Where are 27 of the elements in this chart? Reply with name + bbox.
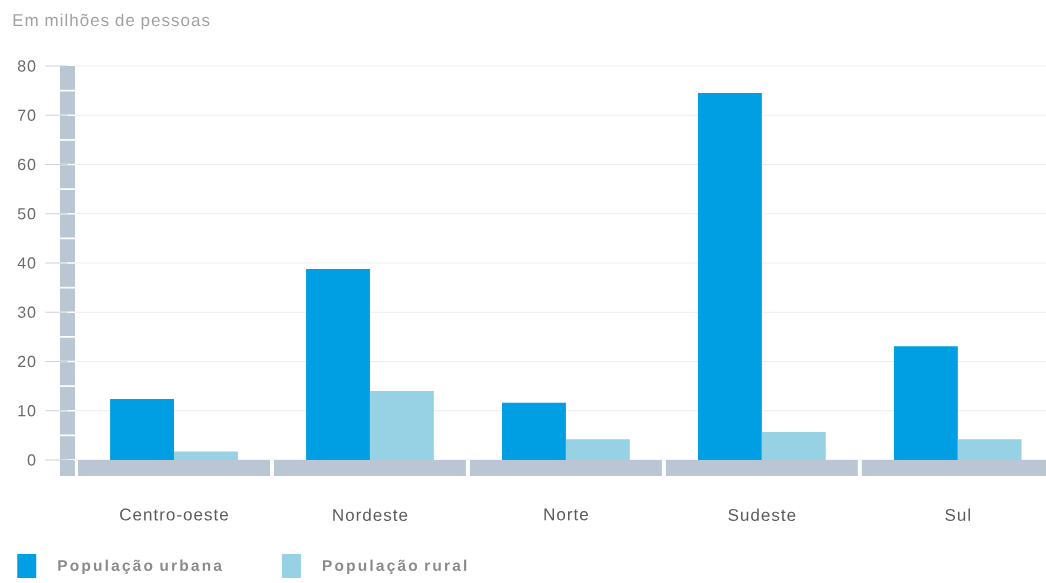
- y-tick-label: 30: [17, 306, 36, 318]
- bar: [957, 439, 1022, 460]
- y-tick-label: 80: [17, 60, 36, 72]
- y-tick-label: 70: [18, 109, 36, 121]
- y-axis-title: Em milhões de pessoas: [13, 13, 210, 30]
- y-tick-label: 60: [18, 158, 36, 171]
- y-tick-label: 40: [17, 257, 36, 269]
- bar: [173, 451, 238, 460]
- y-tick-label: 0: [27, 454, 36, 466]
- legend-label: População rural: [322, 559, 467, 575]
- y-tick-label: 50: [17, 208, 36, 220]
- legend-label: População urbana: [58, 559, 223, 575]
- bar: [110, 398, 174, 460]
- y-tick-label: 20: [18, 355, 36, 368]
- x-tick-label: Centro-oeste: [120, 508, 228, 521]
- x-tick-label: Sul: [945, 508, 970, 522]
- bar: [502, 402, 566, 460]
- bar: [761, 431, 826, 460]
- bar: [369, 391, 434, 460]
- y-tick-label: 10: [18, 405, 36, 417]
- bar: [893, 346, 958, 460]
- x-tick-label: Sudeste: [728, 508, 796, 522]
- bar: [697, 93, 762, 460]
- x-tick-label: Norte: [544, 508, 588, 521]
- bar: [565, 439, 630, 460]
- bar: [306, 268, 370, 460]
- x-tick-label: Nordeste: [333, 508, 408, 522]
